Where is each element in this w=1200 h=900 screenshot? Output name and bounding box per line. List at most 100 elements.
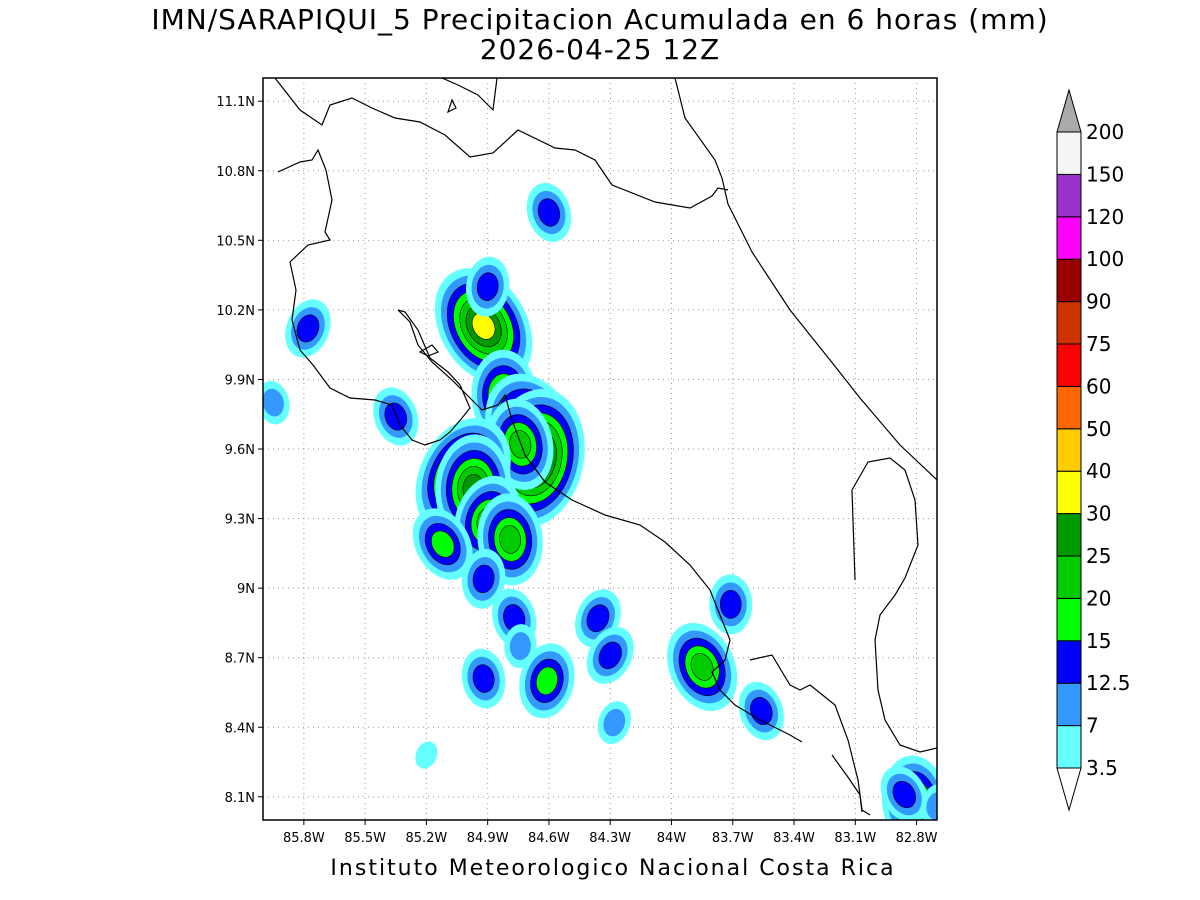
lon-tick-label: 85.8W	[283, 831, 325, 846]
precip-contour	[719, 590, 742, 619]
lon-tick-label: 84.3W	[589, 831, 631, 846]
colorbar-label: 3.5	[1086, 756, 1118, 780]
colorbar-label: 200	[1086, 120, 1124, 144]
precip-cell	[597, 701, 631, 745]
precip-cell	[880, 766, 928, 820]
precip-contour	[471, 312, 496, 340]
lon-tick-label: 84W	[657, 831, 687, 846]
precip-cell	[412, 508, 473, 580]
lat-tick-label: 8.1N	[225, 791, 255, 806]
colorbar-segment	[1056, 555, 1082, 599]
precip-cell	[461, 548, 506, 609]
precip-contour	[509, 430, 532, 459]
colorbar-segment	[1056, 725, 1082, 769]
longitude-ticks: 85.8W 85.5W 85.2W 84.9W 84.6W 84.3W 84W 83.7W 83…	[283, 820, 938, 846]
colorbar-segment	[1056, 597, 1082, 642]
precip-contour	[598, 641, 622, 670]
colorbar-label: 15	[1086, 629, 1111, 653]
precip-contour	[926, 792, 937, 820]
colorbar-segment	[1056, 682, 1082, 727]
colorbar-segment	[1056, 428, 1082, 472]
colorbar-label: 50	[1086, 417, 1111, 441]
colorbar-label: 20	[1086, 586, 1111, 610]
lat-tick-label: 9N	[237, 582, 255, 597]
colorbar-label: 150	[1086, 162, 1124, 186]
precip-cell	[461, 648, 506, 709]
lat-tick-label: 10.8N	[216, 165, 255, 180]
precip-cell	[526, 183, 572, 242]
lat-tick-label: 11.1N	[216, 95, 255, 110]
latitude-ticks: 11.1N 10.8N 10.5N 10.2N 9.9N 9.6N 9.3N 9N 8.7N 8.…	[216, 95, 263, 806]
precip-contour	[509, 632, 531, 661]
lon-tick-label: 84.9W	[467, 831, 509, 846]
coastline-caribbean	[674, 78, 937, 481]
lat-tick-label: 8.7N	[225, 652, 255, 667]
precip-contour	[431, 530, 455, 558]
precip-contour	[537, 198, 561, 227]
precip-cell	[263, 380, 290, 425]
precip-contour	[586, 604, 610, 633]
map-subtitle: 2026-04-25 12Z	[479, 33, 721, 66]
colorbar-high-arrow	[1056, 88, 1082, 133]
precip-contour	[920, 784, 937, 820]
colorbar-label: 60	[1086, 374, 1111, 398]
precip-contour	[472, 564, 495, 594]
coastline-nicaragua-lake	[274, 78, 729, 209]
colorbar-label: 120	[1086, 205, 1124, 229]
precip-contour	[472, 664, 495, 693]
precip-cell	[415, 741, 438, 769]
colorbar-label: 7	[1086, 714, 1099, 738]
coastline-panama	[851, 457, 937, 753]
colorbar-segment	[1056, 513, 1082, 557]
precip-contour	[415, 741, 438, 769]
colorbar-segment	[1056, 216, 1082, 260]
coastline-layer	[274, 78, 937, 816]
precip-contour	[499, 525, 521, 554]
colorbar-segment	[1056, 470, 1082, 515]
precipitation-layer	[263, 183, 937, 820]
colorbar-segment	[1056, 131, 1082, 175]
colorbar-segment	[1056, 640, 1082, 684]
precip-cell	[586, 626, 634, 684]
colorbar: 3.5 7 12.5 15 20 25 30 40 50 60 75 90 100 120 150 200	[1056, 88, 1131, 812]
coastline-nicaragua-caribbean	[441, 78, 498, 112]
precip-cell	[504, 624, 537, 669]
precip-contour	[535, 666, 558, 696]
island-gulf	[418, 344, 440, 357]
colorbar-label: 30	[1086, 502, 1111, 526]
precip-contour	[263, 388, 284, 417]
precip-cell	[920, 784, 937, 820]
colorbar-label: 75	[1086, 332, 1111, 356]
lon-tick-label: 85.5W	[344, 831, 386, 846]
precip-contour	[384, 402, 408, 431]
precip-cell	[709, 574, 753, 635]
precip-cell	[466, 256, 510, 317]
lat-tick-label: 10.5N	[216, 234, 255, 249]
lat-tick-label: 9.6N	[225, 443, 255, 458]
lat-tick-label: 8.4N	[225, 721, 255, 736]
precip-contour	[296, 314, 320, 343]
colorbar-segment	[1056, 173, 1082, 218]
precip-contour	[476, 272, 499, 301]
precip-contour	[690, 653, 714, 681]
precip-cell	[519, 643, 575, 719]
lat-tick-label: 9.3N	[225, 513, 255, 528]
colorbar-segment	[1056, 301, 1082, 345]
colorbar-label: 90	[1086, 290, 1111, 314]
colorbar-low-arrow	[1056, 767, 1082, 812]
lat-tick-label: 9.9N	[225, 373, 255, 388]
colorbar-segment	[1056, 385, 1082, 430]
precip-cell	[285, 299, 331, 358]
island-small	[446, 98, 457, 114]
precip-contour	[603, 708, 626, 737]
lon-tick-label: 84.6W	[528, 831, 570, 846]
lon-tick-label: 83.4W	[773, 831, 815, 846]
precip-cell	[373, 387, 419, 446]
lat-tick-label: 10.2N	[216, 304, 255, 319]
colorbar-label: 25	[1086, 544, 1111, 568]
lon-tick-label: 85.2W	[405, 831, 447, 846]
colorbar-label: 100	[1086, 247, 1124, 271]
lon-tick-label: 83.1W	[834, 831, 876, 846]
precip-contour	[892, 780, 916, 809]
